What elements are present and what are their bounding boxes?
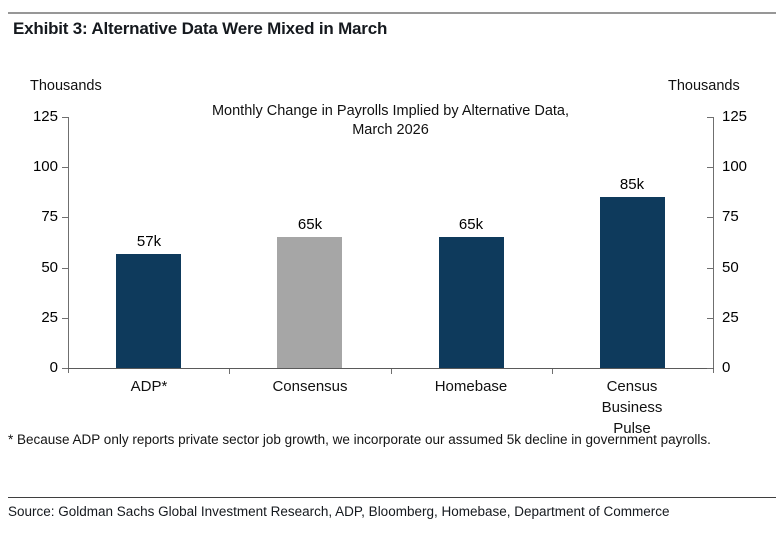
- bottom-divider: [8, 497, 776, 498]
- chart-title-line1: Monthly Change in Payrolls Implied by Al…: [211, 103, 570, 119]
- source-line: Source: Goldman Sachs Global Investment …: [8, 504, 670, 519]
- right-y-tick: [707, 117, 713, 118]
- left-y-tick-label: 100: [32, 158, 58, 175]
- chart-title: Monthly Change in Payrolls Implied by Al…: [68, 102, 713, 140]
- left-y-tick-label: 125: [32, 108, 58, 125]
- bar-consensus: [277, 237, 342, 368]
- x-axis-tick: [391, 369, 392, 374]
- footnote: * Because ADP only reports private secto…: [8, 432, 711, 447]
- bar-value-label: 57k: [136, 233, 162, 250]
- category-label-line: Consensus: [272, 378, 348, 395]
- top-divider: [8, 12, 776, 14]
- left-y-tick: [62, 167, 68, 168]
- right-y-tick: [707, 268, 713, 269]
- category-label-line: Homebase: [434, 378, 508, 395]
- exhibit-title: Exhibit 3: Alternative Data Were Mixed i…: [13, 19, 388, 38]
- bar-value-label: 85k: [619, 176, 645, 193]
- right-y-tick: [707, 167, 713, 168]
- bar-adp: [116, 254, 181, 368]
- bar-census-business-pulse: [600, 197, 665, 368]
- bar-homebase: [439, 237, 504, 368]
- right-axis-unit-label: Thousands: [668, 78, 740, 94]
- right-y-tick-label: 75: [722, 208, 739, 225]
- category-label: Census Business Pulse: [552, 376, 712, 439]
- right-y-tick-label: 0: [722, 359, 731, 376]
- bar-value-label: 65k: [458, 216, 484, 233]
- left-y-tick: [62, 318, 68, 319]
- left-y-tick-label: 50: [41, 259, 58, 276]
- chart-title-line2: March 2026: [352, 122, 429, 138]
- category-label-line: Census: [606, 378, 658, 395]
- category-label: ADP*: [69, 376, 229, 397]
- x-axis-tick: [552, 369, 553, 374]
- bar-value-label: 65k: [297, 216, 323, 233]
- left-y-tick: [62, 368, 68, 369]
- category-label-line: Pulse: [613, 420, 651, 437]
- left-axis-unit-label: Thousands: [30, 78, 102, 94]
- right-y-axis-line: [713, 117, 714, 373]
- right-y-tick-label: 100: [722, 158, 748, 175]
- category-label: Consensus: [230, 376, 390, 397]
- right-y-tick: [707, 368, 713, 369]
- x-axis-tick: [229, 369, 230, 374]
- right-y-tick: [707, 217, 713, 218]
- left-y-tick: [62, 217, 68, 218]
- right-y-tick-label: 25: [722, 309, 739, 326]
- category-label-line: Business: [601, 399, 663, 416]
- right-y-tick-label: 125: [722, 108, 748, 125]
- category-label: Homebase: [391, 376, 551, 397]
- left-y-axis-line: [68, 117, 69, 373]
- left-y-tick: [62, 268, 68, 269]
- x-axis-line: [68, 368, 714, 369]
- right-y-tick-label: 50: [722, 259, 739, 276]
- category-label-line: ADP*: [130, 378, 168, 395]
- left-y-tick-label: 25: [41, 309, 58, 326]
- left-y-tick-label: 0: [49, 359, 58, 376]
- right-y-tick: [707, 318, 713, 319]
- left-y-tick-label: 75: [41, 208, 58, 225]
- left-y-tick: [62, 117, 68, 118]
